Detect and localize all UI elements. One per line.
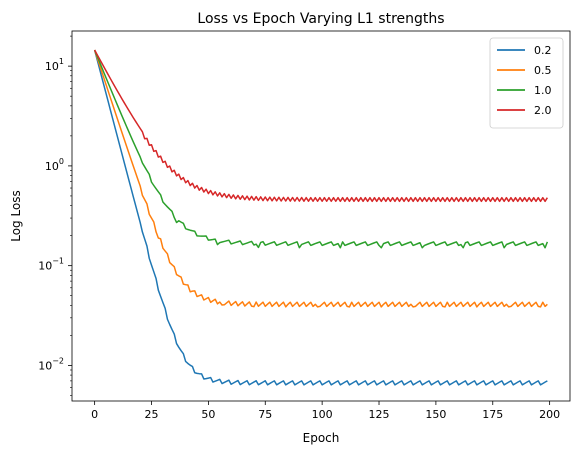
x-tick-label: 150	[425, 408, 446, 421]
legend-label: 1.0	[534, 84, 552, 97]
series-line-0-2	[93, 49, 548, 386]
y-axis-label: Log Loss	[9, 190, 23, 242]
x-tick-label: 175	[482, 408, 503, 421]
x-tick-label: 125	[369, 408, 390, 421]
x-axis-label: Epoch	[303, 431, 340, 445]
plot-frame	[71, 30, 571, 402]
y-axis-ticks: 10−2 10−1 100 101	[38, 35, 72, 396]
x-tick-label: 75	[258, 408, 272, 421]
x-tick-label: 50	[201, 408, 215, 421]
legend-label: 2.0	[534, 104, 552, 117]
x-tick-label: 200	[539, 408, 560, 421]
legend-label: 0.5	[534, 64, 552, 77]
series-line-1-0	[93, 49, 549, 249]
x-tick-label: 100	[312, 408, 333, 421]
x-axis-ticks: 0 25 50 75 100 125 150 175 200	[91, 401, 560, 421]
chart-title: Loss vs Epoch Varying L1 strengths	[197, 11, 444, 27]
legend-box	[489, 37, 564, 129]
y-tick-label: 100	[45, 157, 64, 173]
legend: 0.2 0.5 1.0 2.0	[489, 37, 564, 129]
series-line-2-0	[93, 49, 548, 203]
series-line-0-5	[93, 49, 548, 308]
plot-lines	[93, 49, 549, 386]
x-tick-label: 25	[145, 408, 159, 421]
y-tick-label: 101	[45, 57, 64, 73]
y-tick-label: 10−1	[38, 257, 64, 273]
y-tick-label: 10−2	[38, 356, 64, 372]
x-tick-label: 0	[91, 408, 98, 421]
legend-label: 0.2	[534, 44, 552, 57]
